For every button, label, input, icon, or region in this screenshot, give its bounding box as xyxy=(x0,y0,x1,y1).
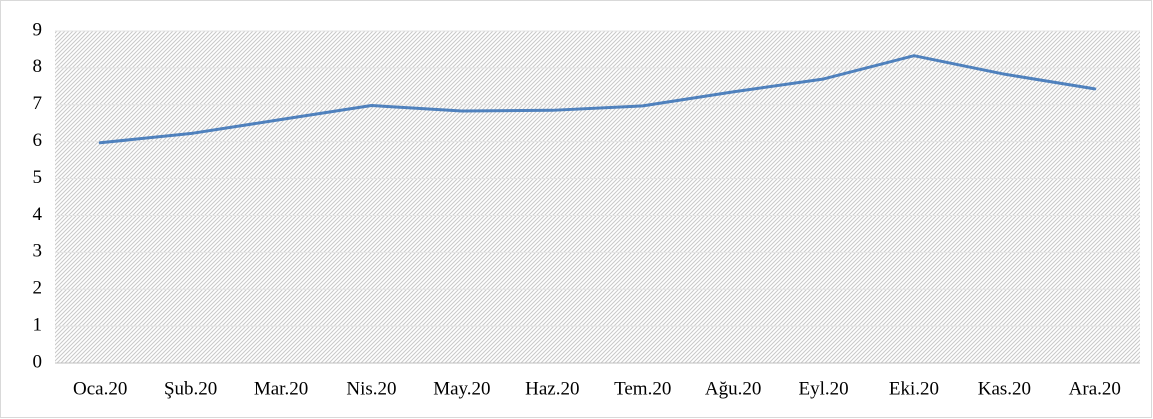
y-tick-label: 0 xyxy=(33,351,43,372)
x-tick-label: Oca.20 xyxy=(73,378,127,399)
x-tick-label: Eki.20 xyxy=(889,378,939,399)
y-tick-label: 7 xyxy=(33,93,43,114)
y-tick-label: 4 xyxy=(33,204,43,225)
x-tick-label: Kas.20 xyxy=(978,378,1031,399)
x-tick-label: Tem.20 xyxy=(614,378,671,399)
x-tick-label: Mar.20 xyxy=(254,378,308,399)
plot-area xyxy=(55,31,1140,363)
x-tick-label: Nis.20 xyxy=(346,378,396,399)
y-tick-label: 9 xyxy=(33,19,43,40)
x-tick-label: Eyl.20 xyxy=(798,378,848,399)
x-tick-label: May.20 xyxy=(433,378,490,399)
line-series xyxy=(98,54,1097,145)
y-tick-label: 3 xyxy=(33,241,43,262)
y-tick-label: 8 xyxy=(33,56,43,77)
x-tick-label: Haz.20 xyxy=(525,378,579,399)
y-tick-label: 6 xyxy=(33,130,43,151)
x-tick-label: Şub.20 xyxy=(164,378,217,399)
x-tick-label: Ağu.20 xyxy=(705,378,761,399)
y-tick-label: 2 xyxy=(33,278,43,299)
x-tick-label: Ara.20 xyxy=(1069,378,1121,399)
y-tick-label: 5 xyxy=(33,167,43,188)
y-tick-label: 1 xyxy=(33,314,43,335)
